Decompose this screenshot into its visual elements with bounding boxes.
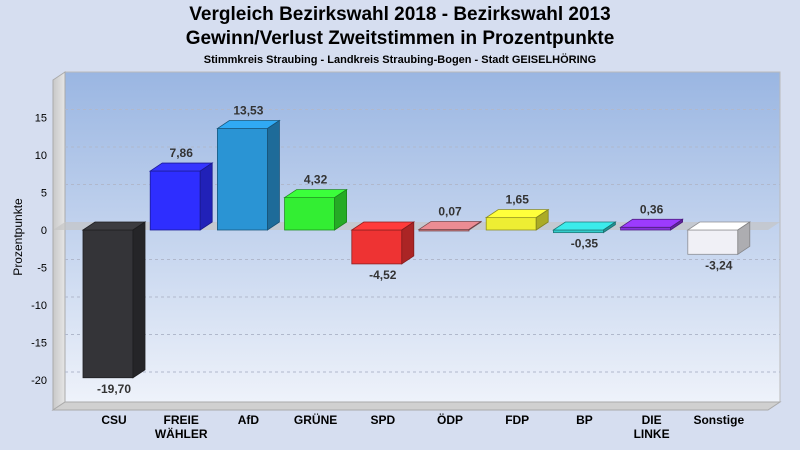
bar-value-label: 7,86 xyxy=(170,146,194,160)
x-category-label: Sonstige xyxy=(693,413,744,427)
bar-front xyxy=(284,197,336,231)
y-tick-label: 10 xyxy=(35,150,47,162)
bar-grüne xyxy=(283,188,348,231)
y-tick-label: -20 xyxy=(31,375,47,387)
bar-freie-wähler xyxy=(148,162,214,231)
bar-side xyxy=(132,221,146,379)
plot-left-wall xyxy=(52,71,66,411)
bar-afd xyxy=(216,119,281,231)
x-category-label: CSU xyxy=(101,413,126,427)
y-tick-label: 5 xyxy=(41,188,47,200)
bar-side xyxy=(670,218,683,231)
y-axis-label: Prozentpunkte xyxy=(11,198,25,276)
y-tick-label: 15 xyxy=(35,113,47,125)
x-category-label: FREIE WÄHLER xyxy=(155,413,208,441)
bar-front xyxy=(149,170,201,231)
bar-front xyxy=(687,229,739,255)
bar-side xyxy=(468,220,482,231)
y-tick-label: -10 xyxy=(31,300,47,312)
bar-ödp xyxy=(417,220,483,232)
bar-side xyxy=(603,221,616,234)
bar-value-label: -19,70 xyxy=(97,382,131,396)
x-category-label: GRÜNE xyxy=(294,412,337,427)
bar-front xyxy=(216,128,268,231)
bar-sonstige xyxy=(686,221,752,256)
bar-value-label: -3,24 xyxy=(705,258,733,272)
x-category-label: ÖDP xyxy=(437,412,463,427)
bar-side xyxy=(334,188,348,231)
plot-floor xyxy=(51,401,782,411)
chart-subtitle: Gewinn/Verlust Zweitstimmen in Prozentpu… xyxy=(185,28,615,49)
bar-side xyxy=(401,221,415,265)
plot-background xyxy=(64,71,781,403)
bar-value-label: -4,52 xyxy=(369,268,397,282)
bar-value-label: -0,35 xyxy=(571,237,599,251)
bar-front xyxy=(82,229,134,379)
bar-front xyxy=(620,226,671,231)
y-tick-label: -15 xyxy=(31,338,47,350)
x-category-label: DIE LINKE xyxy=(634,413,670,441)
y-tick-label: -5 xyxy=(37,263,47,275)
bar-side xyxy=(535,208,549,231)
x-category-label: BP xyxy=(576,413,593,427)
chart-region-subtitle: Stimmkreis Straubing - Landkreis Straubi… xyxy=(203,54,597,66)
chart-title: Vergleich Bezirkswahl 2018 - Bezirkswahl… xyxy=(189,4,611,25)
bar-front xyxy=(351,229,403,265)
bar-value-label: 13,53 xyxy=(233,104,263,118)
bar-spd xyxy=(350,221,416,265)
bar-side xyxy=(199,162,213,231)
bar-front xyxy=(485,217,537,231)
bar-value-label: 0,07 xyxy=(438,204,462,218)
x-category-label: FDP xyxy=(505,413,529,427)
bar-value-label: 1,65 xyxy=(506,193,530,207)
bar-value-label: 0,36 xyxy=(640,202,664,216)
x-category-label: AfD xyxy=(238,413,260,427)
bar-csu xyxy=(81,221,147,379)
bar-side xyxy=(266,119,280,231)
bar-bp xyxy=(552,221,617,234)
y-tick-label: 0 xyxy=(41,225,47,237)
bar-die-linke xyxy=(619,218,684,231)
x-category-label: SPD xyxy=(370,413,395,427)
bar-side xyxy=(737,221,751,256)
bar-value-label: 4,32 xyxy=(304,173,328,187)
bar-fdp xyxy=(484,208,550,231)
